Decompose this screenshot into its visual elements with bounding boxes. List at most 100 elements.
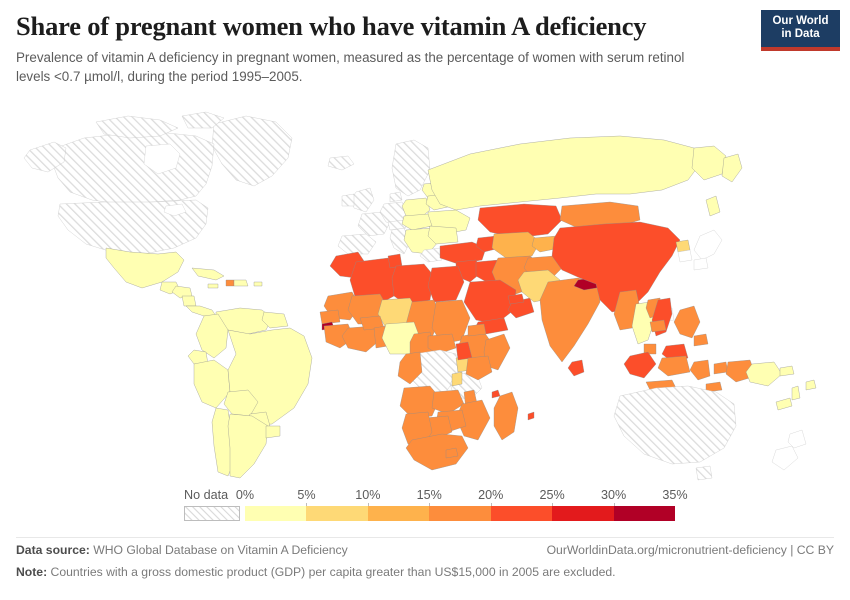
country-austria-switzerland[interactable] bbox=[387, 219, 407, 231]
owid-link[interactable]: OurWorldinData.org/micronutrient-deficie… bbox=[546, 543, 834, 557]
chart-note-value: Countries with a gross domestic product … bbox=[47, 565, 616, 579]
country-haiti[interactable] bbox=[225, 279, 235, 287]
country-costa-rica-panama[interactable] bbox=[185, 305, 217, 317]
country-malaysia-peninsula[interactable] bbox=[643, 343, 657, 355]
country-eritrea-djibouti[interactable] bbox=[467, 323, 487, 337]
country-south-korea[interactable] bbox=[677, 249, 693, 263]
region-africa[interactable] bbox=[319, 251, 535, 471]
country-central-african-republic[interactable] bbox=[427, 333, 457, 355]
country-japan-south[interactable] bbox=[693, 257, 709, 271]
country-south-africa[interactable] bbox=[405, 433, 469, 471]
country-cuba[interactable] bbox=[191, 267, 225, 281]
country-colombia[interactable] bbox=[195, 313, 229, 359]
owid-logo[interactable]: Our World in Data bbox=[761, 10, 840, 51]
country-uruguay[interactable] bbox=[265, 425, 281, 439]
country-cambodia[interactable] bbox=[649, 319, 667, 333]
country-puerto-rico[interactable] bbox=[253, 281, 263, 287]
legend-bin-3[interactable] bbox=[429, 506, 491, 521]
country-papua-new-guinea[interactable] bbox=[745, 361, 783, 387]
country-greece[interactable] bbox=[419, 247, 443, 263]
country-sakhalin[interactable] bbox=[705, 195, 721, 217]
country-peru[interactable] bbox=[193, 359, 231, 409]
country-philippines[interactable] bbox=[673, 305, 701, 339]
country-mexico[interactable] bbox=[105, 247, 185, 289]
region-oceania[interactable] bbox=[613, 365, 817, 481]
country-kamchatka[interactable] bbox=[721, 153, 743, 183]
country-turkey[interactable] bbox=[439, 241, 487, 265]
country-zambia[interactable] bbox=[431, 389, 465, 415]
country-canada-arctic[interactable] bbox=[95, 115, 179, 139]
country-russia[interactable] bbox=[427, 135, 701, 211]
country-uk[interactable] bbox=[351, 187, 375, 213]
country-russia-far-east[interactable] bbox=[691, 145, 727, 181]
country-new-caledonia[interactable] bbox=[775, 397, 793, 411]
country-japan[interactable] bbox=[693, 229, 723, 261]
country-romania-bulgaria[interactable] bbox=[427, 225, 459, 245]
country-dominican-republic[interactable] bbox=[233, 279, 249, 287]
region-east-asia[interactable] bbox=[551, 195, 723, 323]
country-lesotho[interactable] bbox=[445, 447, 459, 459]
country-alaska[interactable] bbox=[23, 141, 67, 173]
region-southeast-asia[interactable] bbox=[613, 289, 783, 393]
country-new-zealand-north[interactable] bbox=[787, 429, 807, 449]
country-new-zealand-south[interactable] bbox=[771, 445, 799, 471]
map-legend[interactable]: No data 0% 5% 10% 15% 20% 25% 30% 35% bbox=[0, 488, 850, 536]
country-timor[interactable] bbox=[705, 381, 723, 393]
legend-no-data-swatch[interactable] bbox=[184, 506, 240, 521]
country-rwanda-burundi[interactable] bbox=[451, 371, 463, 387]
country-sri-lanka[interactable] bbox=[567, 359, 585, 377]
country-madagascar[interactable] bbox=[493, 391, 519, 441]
region-north-america[interactable] bbox=[23, 111, 293, 255]
country-greenland[interactable] bbox=[211, 115, 293, 187]
country-spain-portugal[interactable] bbox=[337, 233, 377, 255]
country-senegal-gambia[interactable] bbox=[319, 309, 341, 325]
country-maluku[interactable] bbox=[713, 361, 729, 375]
country-mauritius[interactable] bbox=[527, 411, 535, 421]
country-united-states[interactable] bbox=[57, 199, 209, 255]
country-norway-sweden-finland[interactable] bbox=[391, 139, 431, 197]
legend-bin-4[interactable] bbox=[490, 506, 553, 521]
legend-bin-2[interactable] bbox=[367, 506, 430, 521]
legend-bin-6[interactable] bbox=[613, 506, 675, 521]
country-india[interactable] bbox=[539, 277, 601, 363]
legend-bin-1[interactable] bbox=[306, 506, 368, 521]
country-kazakhstan[interactable] bbox=[477, 203, 563, 239]
country-denmark[interactable] bbox=[389, 191, 403, 203]
country-nicaragua[interactable] bbox=[181, 295, 197, 307]
country-czech-slovakia-hungary[interactable] bbox=[401, 213, 433, 231]
country-angola[interactable] bbox=[399, 385, 441, 419]
country-comoros[interactable] bbox=[491, 389, 501, 399]
legend-tick-marks bbox=[245, 503, 675, 507]
country-canada[interactable] bbox=[51, 131, 215, 205]
country-uae[interactable] bbox=[507, 293, 525, 305]
country-philippines-south[interactable] bbox=[693, 333, 709, 347]
country-vanuatu[interactable] bbox=[791, 385, 801, 401]
country-somalia[interactable] bbox=[483, 333, 511, 371]
country-australia[interactable] bbox=[613, 385, 737, 465]
country-sumatra[interactable] bbox=[623, 351, 657, 379]
country-uzbekistan-turkmenistan[interactable] bbox=[491, 231, 541, 259]
country-guyana-suriname[interactable] bbox=[261, 311, 289, 329]
legend-color-bar[interactable] bbox=[245, 506, 675, 521]
country-sulawesi[interactable] bbox=[689, 359, 711, 381]
world-choropleth-map[interactable] bbox=[0, 96, 850, 486]
country-tasmania[interactable] bbox=[695, 465, 713, 481]
country-saudi-arabia[interactable] bbox=[463, 279, 517, 325]
country-fiji-pacific-islands[interactable] bbox=[805, 379, 817, 391]
country-kenya[interactable] bbox=[465, 355, 493, 381]
country-jamaica[interactable] bbox=[207, 283, 219, 289]
region-latin-america[interactable] bbox=[105, 247, 313, 479]
country-solomon-islands[interactable] bbox=[779, 365, 795, 377]
country-argentina[interactable] bbox=[227, 413, 269, 479]
country-canada-arctic-2[interactable] bbox=[181, 111, 225, 129]
country-gabon-congo[interactable] bbox=[397, 351, 423, 385]
legend-bin-0[interactable] bbox=[245, 506, 307, 521]
region-europe[interactable] bbox=[327, 139, 471, 263]
legend-bin-5[interactable] bbox=[552, 506, 614, 521]
region-eurasia[interactable] bbox=[427, 135, 743, 265]
country-egypt[interactable] bbox=[427, 265, 465, 303]
country-ireland[interactable] bbox=[341, 193, 355, 207]
legend-tickmark-3 bbox=[429, 503, 431, 507]
country-kalimantan[interactable] bbox=[657, 355, 691, 377]
country-iceland[interactable] bbox=[327, 155, 355, 171]
